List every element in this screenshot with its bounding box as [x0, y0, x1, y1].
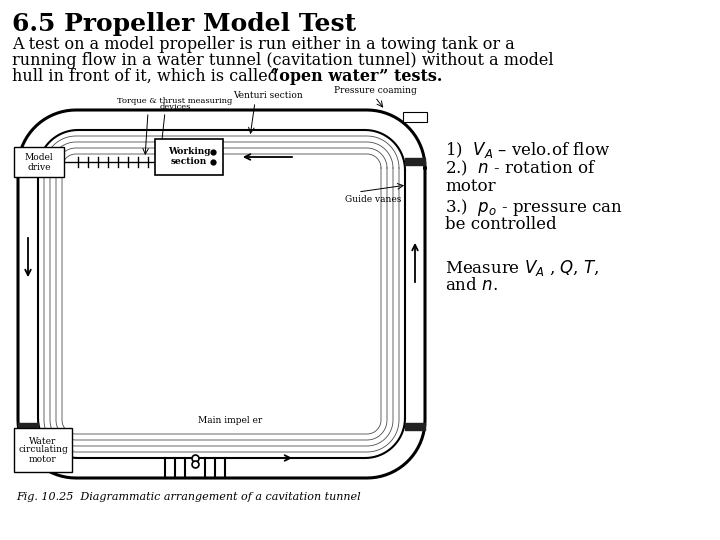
Text: be controlled: be controlled	[445, 216, 557, 233]
Text: Measure $V_A$ , $Q$, $T$,: Measure $V_A$ , $Q$, $T$,	[445, 258, 599, 278]
Text: 3.)  $p_o$ - pressure can: 3.) $p_o$ - pressure can	[445, 197, 623, 218]
Text: motor: motor	[29, 455, 57, 463]
Text: hull in front of it, which is called: hull in front of it, which is called	[12, 68, 283, 85]
Bar	[403, 112, 427, 122]
Bar	[14, 147, 64, 177]
Text: A test on a model propeller is run either in a towing tank or a: A test on a model propeller is run eithe…	[12, 36, 515, 53]
Text: circulating: circulating	[18, 446, 68, 455]
Bar	[14, 428, 72, 472]
Text: Torque & thrust measuring: Torque & thrust measuring	[117, 97, 233, 105]
Text: devices: devices	[159, 103, 191, 111]
Text: 6.5 Propeller Model Test: 6.5 Propeller Model Test	[12, 12, 356, 36]
Text: Working: Working	[168, 147, 210, 157]
Text: “open water” tests.: “open water” tests.	[270, 68, 442, 85]
Text: running flow in a water tunnel (cavitation tunnel) without a model: running flow in a water tunnel (cavitati…	[12, 52, 554, 69]
Bar	[155, 139, 223, 175]
Text: motor: motor	[445, 178, 495, 195]
Text: 1)  $V_A$ – velo.of flow: 1) $V_A$ – velo.of flow	[445, 140, 610, 160]
Text: Guide vanes: Guide vanes	[345, 195, 401, 204]
Text: Main impel er: Main impel er	[198, 416, 262, 425]
Text: Venturi section: Venturi section	[233, 91, 303, 100]
Text: Water: Water	[30, 436, 57, 446]
Text: Model: Model	[24, 152, 53, 161]
Text: drive: drive	[27, 163, 50, 172]
Text: Pressure coaming: Pressure coaming	[333, 86, 416, 95]
Text: 2.)  $n$ - rotation of: 2.) $n$ - rotation of	[445, 159, 596, 178]
Text: and $n$.: and $n$.	[445, 277, 498, 294]
Text: Fig. 10.25  Diagrammatic arrangement of a cavitation tunnel: Fig. 10.25 Diagrammatic arrangement of a…	[16, 492, 361, 502]
Text: section: section	[171, 158, 207, 166]
